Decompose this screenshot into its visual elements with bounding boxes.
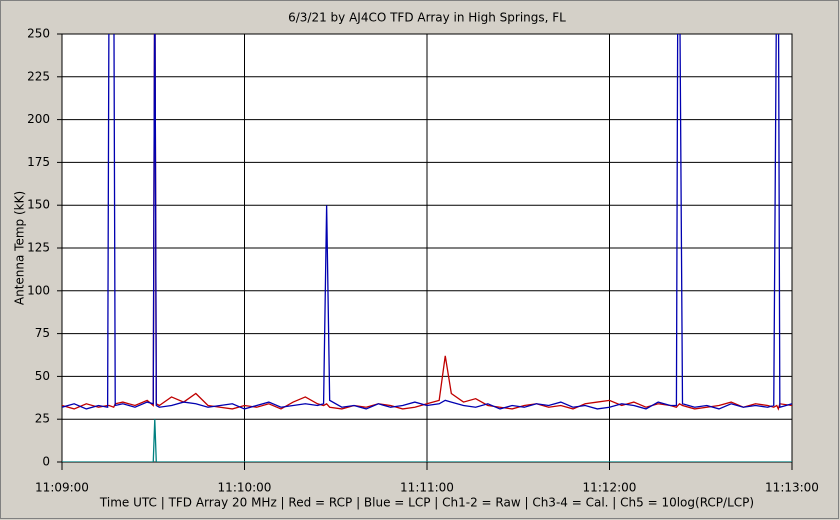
x-axis-label: Time UTC | TFD Array 20 MHz | Red = RCP … [99,496,754,510]
y-tick-label: 50 [35,369,50,383]
x-tick-label: 11:09:00 [35,481,89,495]
data-line [62,419,792,462]
x-tick-label: 11:13:00 [765,481,819,495]
plot-clip-group [62,34,792,462]
y-tick-label: 125 [27,241,50,255]
y-tick-label: 25 [35,412,50,426]
x-tick-label: 11:12:00 [583,481,637,495]
y-tick-label: 0 [42,455,50,469]
chart-title: 6/3/21 by AJ4CO TFD Array in High Spring… [288,11,566,25]
y-tick-label: 100 [27,283,50,297]
y-axis-label: Antenna Temp (kK) [13,191,27,305]
data-line [62,34,792,410]
y-tick-label: 175 [27,155,50,169]
x-tick-label: 11:10:00 [218,481,272,495]
y-tick-label: 250 [27,27,50,41]
x-tick-label: 11:11:00 [400,481,454,495]
y-tick-label: 150 [27,198,50,212]
y-tick-label: 75 [35,326,50,340]
y-tick-label: 200 [27,112,50,126]
y-tick-label: 225 [27,69,50,83]
